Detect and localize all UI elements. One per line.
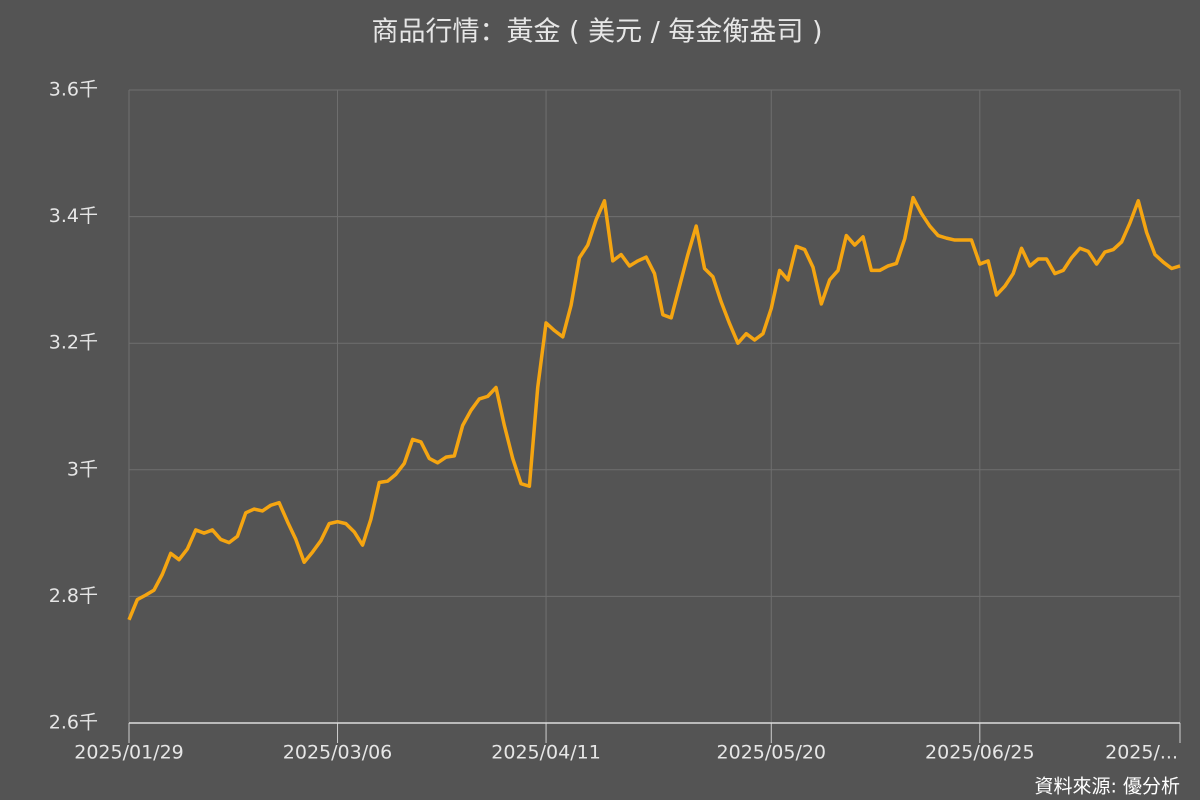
y-tick-label: 2.8千 (49, 585, 98, 607)
x-tick-label: 2025/03/06 (283, 742, 393, 764)
price-line (127, 195, 1181, 621)
y-tick-label: 2.6千 (49, 712, 98, 734)
source-note: 資料來源: 優分析 (1035, 776, 1180, 798)
y-tick-label: 3.6千 (49, 79, 98, 101)
y-tick-label: 3.4千 (49, 205, 98, 227)
x-tick-label: 2025/04/11 (491, 742, 601, 764)
x-tick-label: 2025/06/25 (925, 742, 1035, 764)
y-tick-label: 3.2千 (49, 332, 98, 354)
x-tick-label: 2025/05/20 (717, 742, 827, 764)
x-tick-label: 2025/... (1105, 742, 1178, 764)
x-tick-label: 2025/01/29 (74, 742, 184, 764)
y-tick-label: 3千 (67, 458, 98, 480)
chart-title: 商品行情：黃金 ( 美元 / 每金衡盎司 ) (371, 17, 822, 48)
